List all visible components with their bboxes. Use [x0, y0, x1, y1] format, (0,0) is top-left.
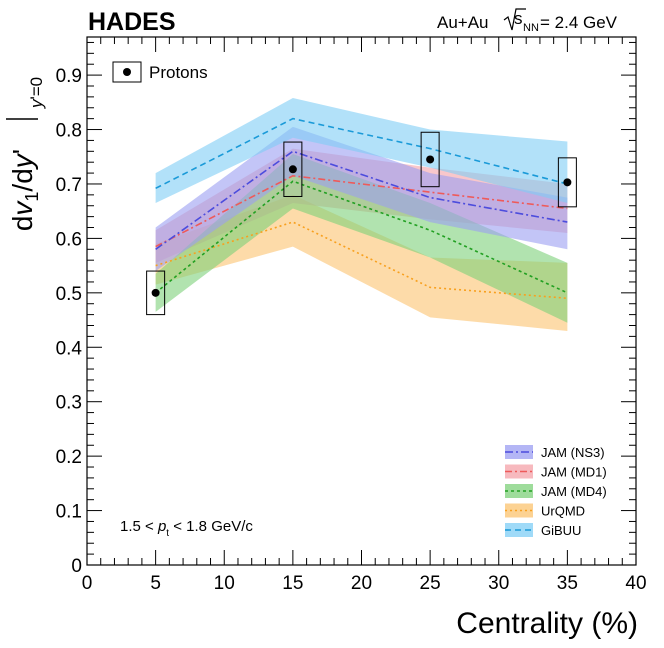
y-tick-label: 0.8: [56, 121, 82, 142]
line-jam-md4: [155, 180, 568, 294]
legend-protons-symbol: [112, 61, 142, 83]
proton-sys-box: [146, 270, 166, 316]
y-tick-label: 0.2: [56, 447, 82, 468]
svg-text:1.5 < pt < 1.8 GeV/c: 1.5 < pt < 1.8 GeV/c: [120, 518, 253, 539]
band-jam-ns3: [155, 126, 568, 272]
model-lines: [155, 117, 568, 300]
proton-points: [146, 131, 577, 316]
x-axis-label: Centrality (%): [456, 607, 638, 640]
svg-text:y'=0: y'=0: [27, 77, 46, 109]
energy-variable-subscript: NN: [523, 22, 539, 34]
y-axis-label: dv1/dy' y'=0: [6, 77, 46, 231]
energy-value: = 2.4 GeV: [540, 13, 618, 32]
x-tick-label: 30: [488, 573, 509, 594]
proton-sys-box: [557, 157, 577, 208]
proton-data-point: [288, 165, 297, 174]
line-gibuu: [155, 117, 568, 190]
y-tick-label: 0.4: [56, 338, 83, 359]
legend-protons: Protons: [112, 61, 208, 83]
legend-label: GiBUU: [541, 523, 581, 538]
proton-sys-box: [283, 141, 303, 197]
legend-item-urqmd: UrQMD: [505, 503, 585, 519]
x-tick-label: 35: [557, 573, 578, 594]
legend-item-jam-md1: JAM (MD1): [505, 464, 607, 480]
legend-swatch: [505, 503, 533, 518]
line-jam-ns3: [155, 150, 568, 250]
legend-swatch: [505, 464, 533, 479]
sqrt-sign-icon: [503, 8, 526, 31]
line-jam-md1: [155, 174, 568, 248]
legend-item-jam-md4: JAM (MD4): [505, 484, 607, 499]
legend-protons-label: Protons: [149, 63, 208, 82]
energy-variable: s: [514, 9, 523, 28]
y-tick-label: 0.7: [56, 175, 82, 196]
proton-data-point: [426, 155, 435, 164]
energy-label: Au+Au s NN = 2.4 GeV: [437, 8, 618, 34]
x-tick-label: 0: [82, 573, 93, 594]
x-tick-label: 15: [282, 573, 303, 594]
legend-swatch: [505, 445, 533, 459]
legend-label: JAM (MD1): [541, 465, 607, 480]
legend-protons-marker: [123, 68, 131, 76]
system-label: Au+Au: [437, 13, 489, 32]
y-tick-label: 0.1: [56, 502, 82, 523]
legend-label: JAM (NS3): [541, 445, 605, 460]
proton-data-point: [563, 178, 572, 187]
legend-item-gibuu: GiBUU: [505, 523, 581, 538]
axes: 0 5 10 15 20 25 30 35 40 0 0.1 0.2 0.3 0.4 0.5 0.6 0.7 0.…: [56, 36, 647, 594]
line-urqmd: [155, 221, 568, 300]
legend-label: UrQMD: [541, 504, 585, 519]
y-tick-label: 0.3: [56, 393, 82, 414]
svg-text:dv1/dy': dv1/dy': [7, 149, 42, 231]
x-tick-label: 5: [150, 573, 161, 594]
x-tick-label: 10: [214, 573, 235, 594]
x-tick-label: 20: [351, 573, 372, 594]
proton-data-point: [151, 288, 160, 297]
proton-sys-box: [420, 131, 440, 188]
experiment-label: HADES: [88, 8, 176, 36]
x-tick-label: 25: [420, 573, 441, 594]
y-tick-label: 0: [71, 556, 82, 577]
model-bands: [155, 97, 568, 331]
legend-models: JAM (NS3) JAM (MD1) JAM (MD4) UrQMD GiBUU: [505, 445, 607, 538]
y-tick-label: 0.9: [56, 66, 82, 87]
pt-range-annotation: 1.5 < pt < 1.8 GeV/c: [120, 518, 253, 539]
legend-label: JAM (MD4): [541, 484, 607, 499]
x-tick-label: 40: [625, 573, 646, 594]
y-tick-label: 0.5: [56, 284, 82, 305]
y-tick-label: 0.6: [56, 229, 82, 250]
band-gibuu: [155, 97, 568, 204]
legend-item-jam-ns3: JAM (NS3): [505, 445, 605, 460]
